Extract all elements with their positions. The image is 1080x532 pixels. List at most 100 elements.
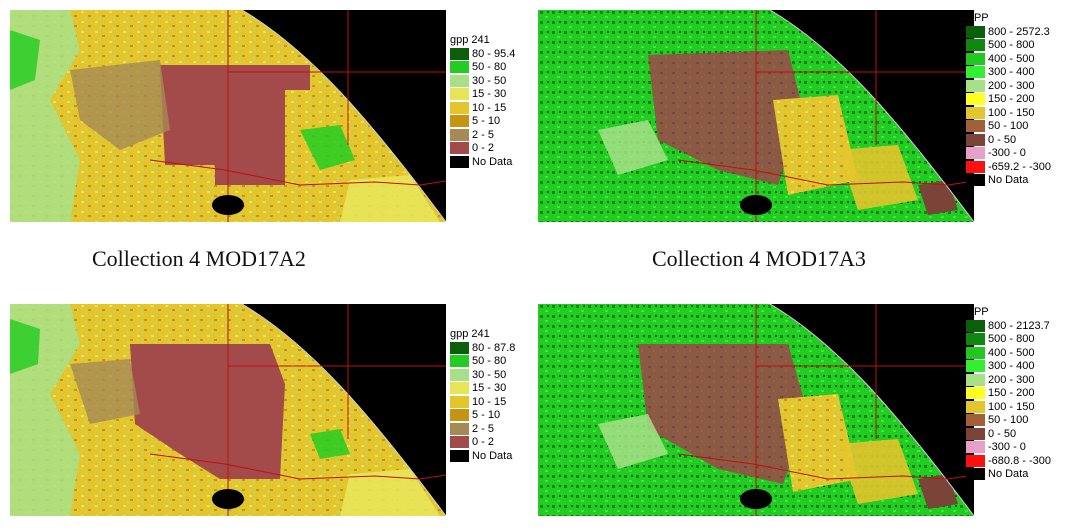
legend-label: 15 - 30 <box>472 382 507 395</box>
legend-entry: No Data <box>450 155 554 169</box>
legend-entry: 100 - 150 <box>966 400 1070 414</box>
map-panel-bottom-right: NPP 800 - 2123.7 500 - 800 400 - 500 300 - … <box>538 304 1080 518</box>
legend-label: 150 - 200 <box>988 93 1035 106</box>
legend-label: 30 - 50 <box>472 74 507 87</box>
legend-swatch <box>966 400 985 413</box>
legend-swatch <box>966 66 985 79</box>
legend-label: 800 - 2123.7 <box>988 319 1050 332</box>
legend-swatch <box>966 120 985 133</box>
legend-label: -659.2 - -300 <box>988 160 1051 173</box>
legend-swatch <box>966 93 985 106</box>
legend-label: 400 - 500 <box>988 52 1035 65</box>
legend-entry: -680.8 - -300 <box>966 454 1070 468</box>
legend-entry: 15 - 30 <box>450 88 554 102</box>
legend-entry: 500 - 800 <box>966 333 1070 347</box>
legend-label: 300 - 400 <box>988 360 1035 373</box>
legend-entry: 400 - 500 <box>966 52 1070 66</box>
legend-label: -300 - 0 <box>988 441 1026 454</box>
legend-label: 500 - 800 <box>988 39 1035 52</box>
legend-swatch <box>450 47 469 60</box>
legend-swatch <box>450 61 469 74</box>
legend-swatch <box>966 25 985 38</box>
legend-entry: 2 - 5 <box>450 422 554 436</box>
legend-entry: 200 - 300 <box>966 373 1070 387</box>
npp-map-bottom-right <box>538 304 974 516</box>
legend-label: 5 - 10 <box>472 115 501 128</box>
legend-items: 800 - 2572.3 500 - 800 400 - 500 300 - 400 2… <box>966 25 1070 187</box>
legend-label: No Data <box>988 468 1029 481</box>
legend-swatch <box>450 409 469 422</box>
legend-label: 50 - 80 <box>472 61 507 74</box>
legend-entry: -300 - 0 <box>966 147 1070 161</box>
legend-top-left: gpp 241 80 - 95.4 50 - 80 30 - 50 15 - 30 10… <box>450 34 554 169</box>
legend-entry: 800 - 2123.7 <box>966 319 1070 333</box>
legend-label: -680.8 - -300 <box>988 454 1051 467</box>
legend-swatch <box>450 142 469 155</box>
legend-items: 800 - 2123.7 500 - 800 400 - 500 300 - 400 2… <box>966 319 1070 481</box>
legend-title: NPP <box>966 306 989 318</box>
legend-swatch <box>966 360 985 373</box>
legend-entry: No Data <box>966 468 1070 482</box>
legend-label: 80 - 95.4 <box>472 47 516 60</box>
legend-entry: 50 - 80 <box>450 61 554 75</box>
legend-label: 100 - 150 <box>988 400 1035 413</box>
legend-swatch <box>966 387 985 400</box>
legend-swatch <box>450 155 469 168</box>
legend-label: 0 - 2 <box>472 436 495 449</box>
legend-label: 2 - 5 <box>472 128 495 141</box>
legend-label: 0 - 50 <box>988 427 1017 440</box>
legend-swatch <box>966 52 985 65</box>
legend-label: 0 - 2 <box>472 142 495 155</box>
legend-entry: 50 - 100 <box>966 120 1070 134</box>
legend-swatch <box>966 454 985 467</box>
legend-swatch <box>966 39 985 52</box>
legend-label: 30 - 50 <box>472 368 507 381</box>
legend-entry: 800 - 2572.3 <box>966 25 1070 39</box>
legend-label: 50 - 80 <box>472 355 507 368</box>
legend-label: 100 - 150 <box>988 106 1035 119</box>
legend-label: 0 - 50 <box>988 133 1017 146</box>
gpp-map-top-left <box>10 10 446 222</box>
legend-label: 300 - 400 <box>988 66 1035 79</box>
legend-label: 80 - 87.8 <box>472 341 516 354</box>
legend-label: -300 - 0 <box>988 147 1026 160</box>
map-panel-top-right: NPP 800 - 2572.3 500 - 800 400 - 500 300 - … <box>538 10 1080 224</box>
legend-entry: 5 - 10 <box>450 115 554 129</box>
legend-bottom-left: gpp 241 80 - 87.8 50 - 80 30 - 50 15 - 30 10… <box>450 328 554 463</box>
legend-swatch <box>966 427 985 440</box>
legend-swatch <box>966 319 985 332</box>
legend-items: 80 - 87.8 50 - 80 30 - 50 15 - 30 10 - 15 5 -… <box>450 341 554 463</box>
legend-swatch <box>966 160 985 173</box>
legend-entry: -300 - 0 <box>966 441 1070 455</box>
legend-top-right: NPP 800 - 2572.3 500 - 800 400 - 500 300 - … <box>966 12 1070 187</box>
legend-entry: 500 - 800 <box>966 39 1070 53</box>
legend-entry: No Data <box>450 449 554 463</box>
legend-entry: 200 - 300 <box>966 79 1070 93</box>
legend-swatch <box>966 79 985 92</box>
map-panel-bottom-left: gpp 241 80 - 87.8 50 - 80 30 - 50 15 - 30 10… <box>10 304 555 518</box>
caption-right: Collection 4 MOD17A3 <box>652 246 866 271</box>
legend-entry: 5 - 10 <box>450 409 554 423</box>
legend-label: 150 - 200 <box>988 387 1035 400</box>
legend-swatch <box>966 346 985 359</box>
legend-swatch <box>450 449 469 462</box>
legend-swatch <box>450 368 469 381</box>
legend-entry: 30 - 50 <box>450 368 554 382</box>
legend-title: NPP <box>966 12 989 24</box>
legend-label: 5 - 10 <box>472 409 501 422</box>
legend-label: 500 - 800 <box>988 333 1035 346</box>
gpp-map-bottom-left <box>10 304 446 516</box>
legend-swatch <box>450 395 469 408</box>
legend-title: gpp 241 <box>450 34 490 46</box>
legend-entry: 15 - 30 <box>450 382 554 396</box>
legend-entry: 80 - 87.8 <box>450 341 554 355</box>
legend-swatch <box>450 436 469 449</box>
legend-swatch <box>966 468 985 481</box>
legend-label: 10 - 15 <box>472 101 507 114</box>
legend-entry: 50 - 80 <box>450 355 554 369</box>
legend-swatch <box>966 414 985 427</box>
map-panel-top-left: gpp 241 80 - 95.4 50 - 80 30 - 50 15 - 30 10… <box>10 10 555 224</box>
legend-label: 400 - 500 <box>988 346 1035 359</box>
legend-entry: 300 - 400 <box>966 66 1070 80</box>
legend-swatch <box>450 115 469 128</box>
